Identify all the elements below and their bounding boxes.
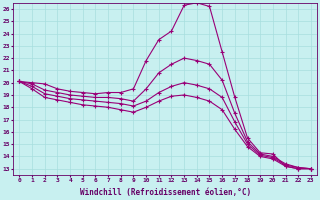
X-axis label: Windchill (Refroidissement éolien,°C): Windchill (Refroidissement éolien,°C) <box>80 188 251 197</box>
